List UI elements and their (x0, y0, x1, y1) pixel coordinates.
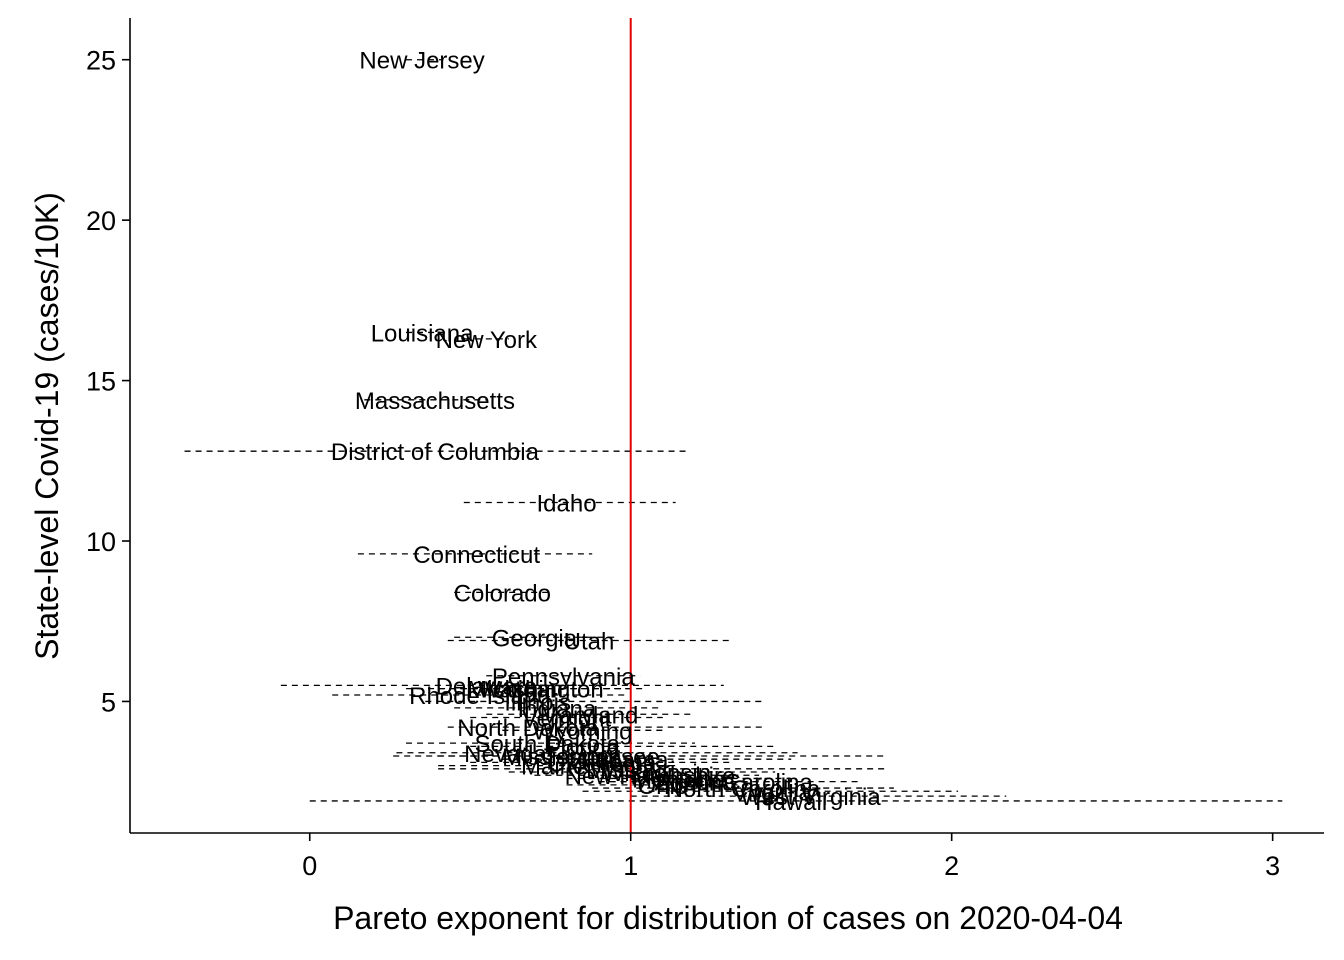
x-axis-title: Pareto exponent for distribution of case… (333, 900, 1123, 936)
state-point-label: Delaware (436, 673, 537, 700)
state-point-label: New York (436, 327, 538, 354)
state-point-label: Missouri (586, 757, 675, 784)
state-point-label: Maryland (540, 702, 639, 729)
state-point-label: Alabama (574, 747, 669, 774)
state-point-label: Ohio (637, 773, 688, 800)
state-point-label: North Carolina (666, 776, 821, 803)
x-tick-label: 2 (944, 851, 959, 881)
state-point-label: Hawaii (755, 789, 827, 816)
state-point-label: South Dakota (475, 731, 621, 758)
state-point-label: Illinois (504, 689, 571, 716)
state-point-label: Georgia (492, 625, 578, 652)
state-point-label: Florida (546, 734, 620, 761)
state-point-label: Wisconsin (602, 760, 711, 787)
state-point-label: Virginia (732, 779, 812, 806)
state-point-label: Idaho (536, 491, 596, 518)
state-point-label: Rhode Island (409, 683, 550, 710)
y-axis-title: State-level Covid-19 (cases/10K) (29, 192, 65, 660)
state-point-label: Colorado (454, 580, 551, 607)
y-tick-label: 20 (86, 206, 116, 236)
state-point-label: Tennessee (544, 744, 660, 771)
state-point-label: Massachusetts (355, 388, 515, 415)
axes (129, 18, 1324, 834)
state-point-label: New Hampshire (565, 763, 736, 790)
state-point-label: Pennsylvania (492, 664, 635, 691)
state-point-label: Nevada (464, 741, 547, 768)
x-tick-label: 1 (623, 851, 638, 881)
y-tick-label: 25 (86, 46, 116, 76)
state-point-label: Indiana (518, 696, 597, 723)
state-point-label: Utah (564, 628, 615, 655)
state-point-label: Louisiana (371, 320, 474, 347)
x-tick-label: 0 (302, 851, 317, 881)
x-tick-label: 3 (1265, 851, 1280, 881)
y-tick-label: 5 (101, 687, 116, 717)
state-point-label: Connecticut (413, 542, 540, 569)
state-point-label: Arizona (654, 770, 736, 797)
state-point-label: Wyoming (533, 718, 633, 745)
tick-layer: 0 1 2 3 5 10 15 20 25 (86, 46, 1280, 881)
state-point-label: Michigan (467, 677, 563, 704)
state-point-label: South Carolina (654, 770, 813, 797)
state-point-label: Mississippi (502, 744, 618, 771)
state-point-label: Washington (478, 677, 604, 704)
state-point-label: District of Columbia (331, 439, 540, 466)
y-tick-label: 10 (86, 527, 116, 557)
confidence-interval-layer (184, 59, 1283, 802)
state-point-label: North Dakota (457, 715, 599, 742)
state-point-label: Vermont (522, 705, 612, 732)
state-point-label: Maine (521, 754, 586, 781)
state-point-label: Montana (632, 766, 726, 793)
state-point-label: New Jersey (359, 48, 484, 75)
state-point-label: West Virginia (740, 784, 881, 811)
y-tick-label: 15 (86, 367, 116, 397)
state-point-label: Oklahoma (547, 750, 657, 777)
